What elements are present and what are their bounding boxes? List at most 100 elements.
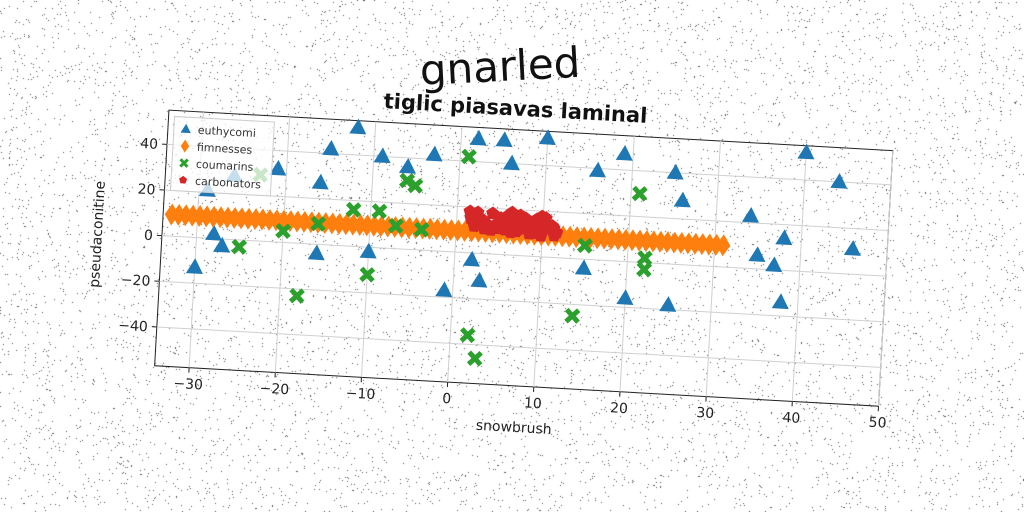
euthycomi-point: [502, 154, 520, 171]
y-axis-label: pseudaconitine: [87, 180, 109, 288]
coumarins-point: [387, 217, 404, 234]
euthycomi-point: [311, 173, 329, 190]
x-grid-line: [447, 126, 463, 383]
data-marks: [164, 118, 861, 367]
coumarins-point: [345, 201, 362, 218]
euthycomi-point: [307, 244, 325, 261]
euthycomi-point: [425, 145, 443, 162]
chart-title: tiglic piasavas laminal: [383, 89, 648, 128]
euthycomi-point: [538, 129, 556, 145]
x-grid-line: [705, 140, 721, 397]
euthycomi-point: [204, 224, 223, 241]
euthycomi-point: [359, 242, 377, 259]
x-axis-label: snowbrush: [475, 418, 552, 438]
euthycomi-point: [185, 258, 203, 275]
y-tick-label: −20: [120, 272, 150, 290]
euthycomi-point: [588, 161, 606, 178]
y-grid-line: [164, 189, 889, 231]
x-grid-line: [878, 150, 894, 407]
axis-ticks: −30 −20 −10 0 10 20 30 40 50 −40 −20 0 20 40: [118, 136, 887, 432]
coumarins-point: [460, 148, 477, 165]
coumarins-point: [576, 237, 593, 254]
legend-marker-euthycomi: [180, 123, 191, 134]
euthycomi-point: [373, 147, 391, 164]
x-tick-label: 10: [524, 395, 543, 412]
legend-label-coumarins: coumarins: [196, 158, 254, 174]
coumarins-point: [459, 327, 476, 344]
fimnesses-point: [716, 234, 731, 257]
coumarins-point: [466, 350, 483, 367]
euthycomi-point: [462, 250, 480, 267]
legend-box: [169, 115, 275, 197]
euthycomi-point: [574, 259, 592, 276]
x-grid-line: [619, 136, 635, 392]
legend-marker-fimnesses: [180, 139, 190, 153]
euthycomi-point: [469, 129, 487, 146]
y-grid-line: [156, 326, 881, 368]
carbonators-point: [542, 220, 556, 233]
euthycomi-point: [741, 206, 760, 223]
y-tick-label: 40: [140, 136, 159, 153]
euthycomi-point: [843, 240, 861, 256]
coumarins-point: [399, 172, 416, 189]
euthycomi-point: [495, 131, 513, 148]
legend-marker-carbonators: [179, 175, 188, 184]
coumarins-point: [288, 287, 305, 304]
coumarins-point: [310, 215, 327, 232]
legend-label-euthycomi: euthycomi: [197, 124, 256, 140]
carbonators-point: [522, 226, 536, 240]
euthycomi-point: [765, 256, 783, 273]
euthycomi-point: [212, 236, 231, 253]
euthycomi-point: [269, 159, 287, 176]
legend-label-carbonators: carbonators: [195, 175, 262, 192]
euthycomi-point: [470, 271, 488, 288]
x-grid-line: [274, 116, 291, 373]
x-tick-label: −10: [345, 385, 375, 403]
euthycomi-point: [615, 144, 633, 161]
x-tick-label: 40: [782, 410, 801, 427]
euthycomi-point: [659, 296, 677, 312]
euthycomi-point: [748, 246, 766, 262]
coumarins-point: [359, 266, 376, 283]
y-tick-label: 20: [137, 182, 156, 199]
grid-lines: [156, 112, 894, 407]
euthycomi-point: [797, 143, 815, 160]
x-grid-line: [533, 131, 549, 387]
euthycomi-point: [771, 293, 789, 310]
carbonators-point: [535, 209, 549, 223]
carbonators-point: [466, 209, 480, 223]
euthycomi-point: [349, 118, 367, 135]
x-tick-label: −20: [259, 381, 289, 399]
coumarins-point: [371, 203, 388, 220]
coumarins-point: [564, 307, 581, 324]
y-tick-label: −40: [118, 318, 148, 336]
x-grid-line: [791, 145, 808, 402]
euthycomi-point: [435, 281, 453, 298]
x-tick-label: 30: [696, 405, 715, 422]
coumarins-point: [413, 221, 430, 238]
legend-label-fimnesses: fimnesses: [197, 141, 253, 157]
euthycomi-point: [830, 172, 848, 189]
coumarins-point: [631, 185, 648, 202]
y-grid-line: [161, 235, 886, 277]
y-tick-label: 0: [144, 228, 154, 244]
x-tick-label: 50: [868, 415, 887, 432]
coumarins-point: [636, 261, 653, 278]
euthycomi-point: [673, 191, 691, 208]
legend-marker-coumarins: [179, 158, 189, 168]
carbonators-point: [478, 219, 493, 233]
coumarins-point: [231, 238, 248, 255]
x-tick-label: 0: [442, 391, 452, 407]
x-tick-label: −30: [173, 376, 203, 394]
coumarins-point: [275, 222, 292, 239]
euthycomi-point: [322, 139, 340, 156]
euthycomi-point: [775, 229, 793, 246]
y-grid-line: [159, 280, 884, 323]
carbonators-point: [504, 225, 518, 239]
y-grid-line: [166, 143, 891, 186]
x-tick-label: 20: [610, 400, 629, 417]
euthycomi-point: [616, 289, 634, 305]
